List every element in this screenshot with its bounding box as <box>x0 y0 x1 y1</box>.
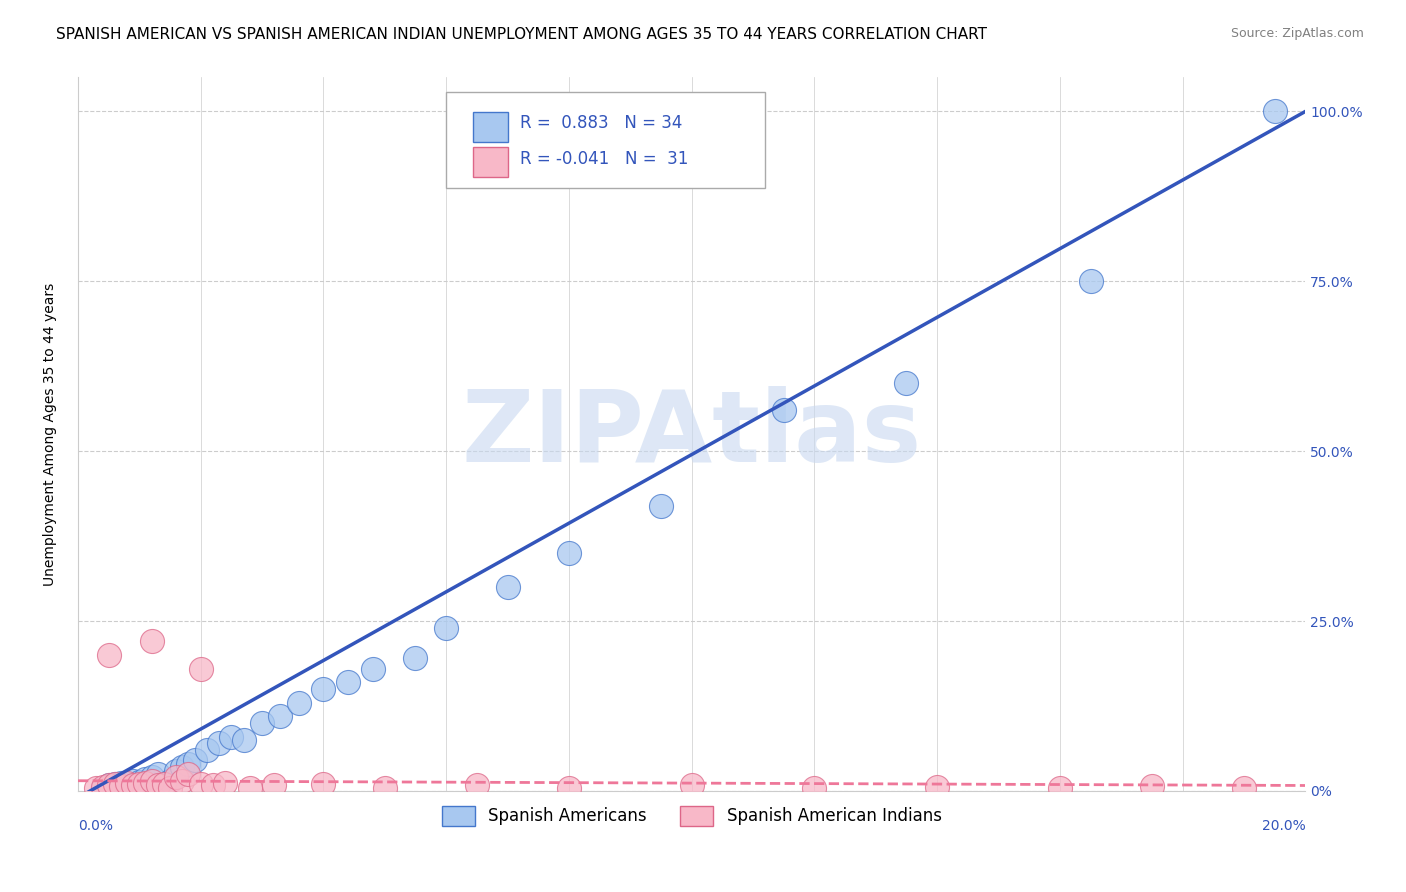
Text: Source: ZipAtlas.com: Source: ZipAtlas.com <box>1230 27 1364 40</box>
Point <box>122 779 145 793</box>
FancyBboxPatch shape <box>446 92 765 188</box>
Point <box>115 777 138 791</box>
Point <box>201 779 224 793</box>
Point <box>263 779 285 793</box>
Point <box>104 777 127 791</box>
Point <box>1049 780 1071 795</box>
Point <box>86 780 108 795</box>
Point <box>190 662 212 676</box>
Point <box>128 777 150 791</box>
Point <box>465 779 488 793</box>
Point <box>134 776 156 790</box>
Point <box>110 776 132 790</box>
Point <box>159 780 181 795</box>
Point <box>405 651 427 665</box>
Point <box>1080 274 1102 288</box>
Point <box>337 675 360 690</box>
Point <box>496 580 519 594</box>
Point <box>434 621 457 635</box>
FancyBboxPatch shape <box>474 112 508 142</box>
Point <box>91 780 114 794</box>
Text: 20.0%: 20.0% <box>1261 820 1305 833</box>
Point <box>214 776 236 790</box>
Point <box>232 733 254 747</box>
Point <box>312 681 335 696</box>
Text: SPANISH AMERICAN VS SPANISH AMERICAN INDIAN UNEMPLOYMENT AMONG AGES 35 TO 44 YEA: SPANISH AMERICAN VS SPANISH AMERICAN IND… <box>56 27 987 42</box>
Point <box>1140 779 1163 793</box>
Point <box>208 736 231 750</box>
Point <box>195 743 218 757</box>
Point <box>558 780 581 795</box>
Text: ZIPAtlas: ZIPAtlas <box>461 385 922 483</box>
Point <box>183 753 205 767</box>
Y-axis label: Unemployment Among Ages 35 to 44 years: Unemployment Among Ages 35 to 44 years <box>44 283 58 586</box>
Legend: Spanish Americans, Spanish American Indians: Spanish Americans, Spanish American Indi… <box>434 799 949 832</box>
Point <box>250 716 273 731</box>
Point <box>146 779 169 793</box>
Point <box>312 777 335 791</box>
Point <box>1264 104 1286 119</box>
Text: R = -0.041   N =  31: R = -0.041 N = 31 <box>520 150 688 168</box>
FancyBboxPatch shape <box>474 147 508 177</box>
Point <box>269 709 291 723</box>
Point <box>141 634 163 648</box>
Point <box>110 779 132 793</box>
Point <box>141 770 163 784</box>
Point <box>97 779 120 793</box>
Point <box>122 773 145 788</box>
Point <box>165 764 187 778</box>
Point <box>190 777 212 791</box>
Point <box>650 499 672 513</box>
Point <box>128 775 150 789</box>
Point <box>177 767 200 781</box>
Point <box>221 730 243 744</box>
Point <box>97 648 120 662</box>
Point <box>927 780 949 794</box>
Point <box>239 780 262 795</box>
Point <box>172 773 194 788</box>
Point <box>91 780 114 795</box>
Point <box>115 776 138 790</box>
Point <box>97 779 120 793</box>
Text: R =  0.883   N = 34: R = 0.883 N = 34 <box>520 114 682 132</box>
Point <box>134 772 156 786</box>
Point <box>558 546 581 560</box>
Point <box>159 773 181 788</box>
Point <box>772 403 794 417</box>
Point <box>803 780 825 795</box>
Point <box>177 756 200 771</box>
Point <box>172 760 194 774</box>
Point <box>374 780 396 795</box>
Text: 0.0%: 0.0% <box>77 820 112 833</box>
Point <box>681 779 703 793</box>
Point <box>165 770 187 784</box>
Point <box>153 777 176 791</box>
Point <box>141 773 163 788</box>
Point <box>361 662 384 676</box>
Point <box>104 777 127 791</box>
Point <box>1233 780 1256 795</box>
Point <box>288 696 311 710</box>
Point <box>896 376 918 391</box>
Point <box>146 767 169 781</box>
